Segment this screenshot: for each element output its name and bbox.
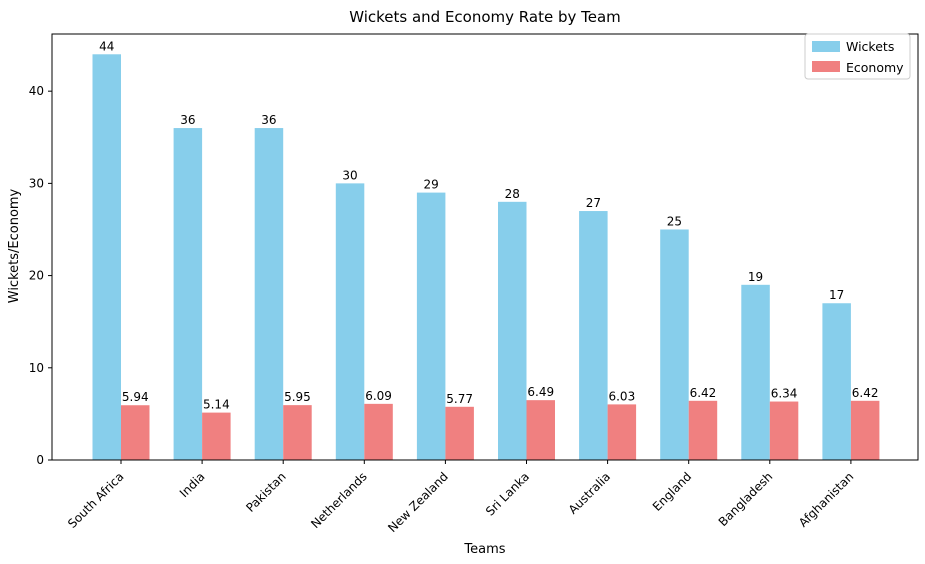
legend-swatch-economy	[812, 61, 840, 72]
x-tick-label-3: Netherlands	[308, 469, 370, 531]
x-tick-label-7: England	[650, 469, 694, 513]
bar-economy-0	[121, 405, 150, 460]
bar-wickets-1	[173, 128, 203, 460]
legend-label-wickets: Wickets	[846, 39, 894, 54]
bar-wickets-0	[92, 54, 121, 461]
bars-layer	[92, 54, 880, 461]
x-tick-label-1: India	[177, 469, 208, 500]
bar-value-label-economy-0: 5.94	[122, 390, 149, 404]
bar-economy-2	[283, 405, 312, 460]
x-axis-label: Teams	[463, 542, 505, 557]
bar-wickets-9	[822, 303, 851, 460]
bar-value-label-economy-2: 5.95	[284, 390, 311, 404]
x-tick-label-2: Pakistan	[243, 469, 288, 514]
bar-wickets-5	[498, 201, 527, 460]
bar-economy-1	[202, 412, 231, 460]
x-tick-label-9: Afghanistan	[796, 469, 856, 529]
bar-value-label-wickets-0: 44	[99, 39, 114, 53]
bar-value-label-wickets-7: 25	[667, 214, 682, 228]
bar-wickets-7	[660, 229, 689, 460]
bar-economy-4	[445, 406, 474, 460]
y-tick-label-3: 30	[29, 176, 44, 190]
x-tick-label-8: Bangladesh	[716, 469, 776, 529]
bar-value-label-economy-8: 6.34	[771, 387, 798, 401]
bar-value-label-economy-5: 6.49	[527, 385, 554, 399]
bar-wickets-4	[416, 192, 446, 460]
legend: Wickets Economy	[804, 33, 911, 80]
bar-economy-3	[364, 403, 393, 460]
x-tick-label-0: South Africa	[65, 469, 126, 530]
bar-value-label-economy-4: 5.77	[446, 392, 473, 406]
x-axis-ticks: South Africa India Pakistan Netherlands New …	[65, 460, 856, 535]
bar-wickets-6	[579, 211, 608, 460]
x-tick-label-6: Australia	[566, 469, 613, 516]
y-tick-label-2: 20	[29, 269, 44, 283]
y-tick-label-1: 10	[29, 361, 44, 375]
bar-value-label-wickets-5: 28	[505, 187, 520, 201]
bar-value-label-wickets-8: 19	[748, 270, 763, 284]
bar-economy-7	[688, 400, 718, 460]
chart-title: Wickets and Economy Rate by Team	[349, 8, 621, 26]
bar-economy-5	[526, 400, 555, 460]
bar-wickets-3	[335, 183, 365, 460]
bar-value-label-wickets-3: 30	[342, 168, 357, 182]
x-tick-label-5: Sri Lanka	[483, 469, 532, 518]
y-axis-label: Wickets/Economy	[7, 188, 22, 303]
bar-value-label-wickets-4: 29	[424, 178, 439, 192]
bar-wickets-2	[254, 128, 284, 460]
legend-swatch-wickets	[812, 41, 840, 52]
bar-value-label-economy-7: 6.42	[690, 386, 717, 400]
bar-value-label-wickets-2: 36	[261, 113, 276, 127]
y-axis-ticks: 0 10 20 30 40	[29, 84, 52, 467]
bar-wickets-8	[741, 284, 770, 460]
bar-economy-9	[850, 400, 880, 460]
bar-value-label-wickets-9: 17	[829, 288, 844, 302]
bar-value-label-economy-3: 6.09	[365, 389, 392, 403]
x-tick-label-4: New Zealand	[385, 469, 451, 535]
bar-economy-6	[607, 404, 637, 460]
bar-value-label-economy-6: 6.03	[608, 389, 635, 403]
bar-value-label-wickets-6: 27	[586, 196, 601, 210]
bar-value-label-economy-1: 5.14	[203, 398, 230, 412]
plot-frame	[51, 33, 919, 461]
y-tick-label-4: 40	[29, 84, 44, 98]
bar-labels-layer: 44 36 36 30 29 28 27 25 19 17 5.94 5.14 5.95 6.09 5.77…	[99, 39, 878, 411]
y-tick-label-0: 0	[36, 453, 44, 467]
legend-label-economy: Economy	[846, 60, 904, 75]
bar-value-label-economy-9: 6.42	[852, 386, 879, 400]
bar-value-label-wickets-1: 36	[180, 113, 195, 127]
bar-economy-8	[769, 401, 799, 460]
